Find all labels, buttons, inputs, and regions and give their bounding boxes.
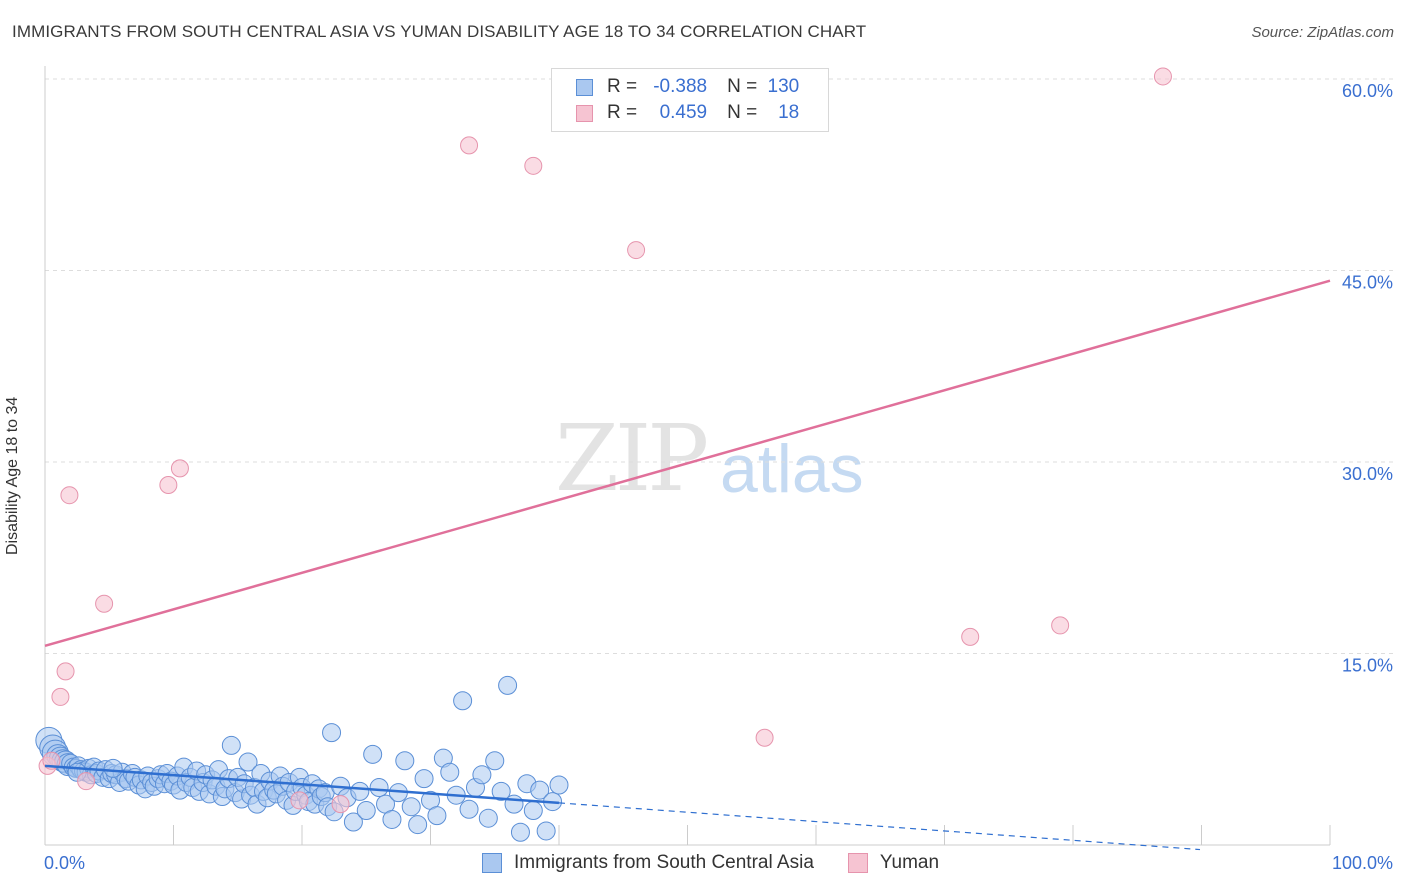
point-immigrants <box>238 752 258 772</box>
point-yuman <box>524 156 543 175</box>
point-yuman <box>170 459 189 478</box>
trend-lines <box>44 279 1331 851</box>
legend-n-value: 130 <box>767 76 800 97</box>
point-immigrants <box>485 751 505 771</box>
trend-line-immigrants-extension <box>558 802 1201 851</box>
point-immigrants <box>478 808 498 828</box>
tick-labels: 15.0% 30.0% 45.0% 60.0% 0.0% 100.0% <box>44 81 1393 873</box>
point-immigrants <box>491 781 511 801</box>
point-immigrants <box>322 723 342 743</box>
series-legend: Immigrants from South Central Asia Yuman <box>482 852 939 874</box>
x-tick-label-min: 0.0% <box>44 853 85 873</box>
legend-label-yuman: Yuman <box>879 852 940 873</box>
point-immigrants <box>453 691 473 711</box>
point-yuman <box>51 687 70 706</box>
point-yuman <box>961 627 980 646</box>
point-immigrants <box>395 751 415 771</box>
legend-label-immigrants: Immigrants from South Central Asia <box>514 852 814 873</box>
point-immigrants <box>414 769 434 789</box>
point-yuman <box>60 486 79 505</box>
series-yuman-points <box>38 67 1172 814</box>
point-immigrants <box>369 778 389 798</box>
chart-title: IMMIGRANTS FROM SOUTH CENTRAL ASIA VS YU… <box>12 22 867 41</box>
point-yuman <box>290 791 309 810</box>
point-immigrants <box>472 765 492 785</box>
y-tick-label: 60.0% <box>1342 81 1393 101</box>
point-immigrants <box>343 812 363 832</box>
point-immigrants <box>408 815 428 835</box>
legend-r-value: 0.459 <box>659 102 708 123</box>
point-immigrants <box>401 797 421 817</box>
legend-row-yuman: R = 0.459 N = 18 <box>576 101 799 125</box>
legend-n-value: 18 <box>778 102 800 123</box>
watermark-atlas: atlas <box>720 431 864 507</box>
point-immigrants <box>221 735 241 755</box>
correlation-legend: R = -0.388 N = 130 R = 0.459 N = 18 <box>551 68 829 132</box>
trend-line-yuman <box>44 279 1331 648</box>
legend-n-label: N = <box>727 76 758 97</box>
axes <box>44 66 1331 846</box>
point-yuman <box>95 594 114 613</box>
point-immigrants <box>350 781 370 801</box>
x-tick-label-max: 100.0% <box>1332 853 1393 873</box>
point-immigrants <box>103 758 123 778</box>
point-immigrants <box>498 675 518 695</box>
legend-swatch-immigrants <box>482 853 502 873</box>
grid-lines <box>45 78 1395 654</box>
point-immigrants <box>530 780 550 800</box>
source-label: Source: ZipAtlas.com <box>1251 24 1394 41</box>
point-immigrants <box>459 799 479 819</box>
point-immigrants <box>363 744 383 764</box>
point-immigrants <box>356 801 376 821</box>
y-axis-label: Disability Age 18 to 34 <box>4 396 21 555</box>
y-tick-label: 45.0% <box>1342 273 1393 293</box>
point-yuman <box>627 241 646 260</box>
point-immigrants <box>382 809 402 829</box>
y-tick-label: 30.0% <box>1342 464 1393 484</box>
point-yuman <box>331 795 350 814</box>
legend-swatch-blue <box>576 78 593 96</box>
point-yuman <box>460 136 479 155</box>
point-yuman <box>56 662 75 681</box>
legend-n-label: N = <box>727 102 758 123</box>
legend-r-label: R = <box>607 102 638 123</box>
point-immigrants <box>427 806 447 826</box>
trend-line-immigrants <box>44 764 560 805</box>
legend-swatch-yuman <box>847 853 868 873</box>
series-immigrants-points <box>35 675 569 842</box>
point-yuman <box>77 772 96 791</box>
point-yuman <box>1051 616 1070 635</box>
point-immigrants <box>510 822 530 842</box>
legend-r-value: -0.388 <box>653 76 708 97</box>
point-yuman <box>1153 67 1172 86</box>
point-yuman <box>159 475 178 494</box>
point-immigrants <box>549 775 569 795</box>
legend-row-immigrants: R = -0.388 N = 130 <box>576 75 799 99</box>
legend-swatch-pink <box>576 104 593 122</box>
point-immigrants <box>523 801 543 821</box>
point-immigrants <box>440 762 460 782</box>
point-immigrants <box>504 794 524 814</box>
y-tick-label: 15.0% <box>1342 656 1393 676</box>
legend-r-label: R = <box>607 76 638 97</box>
point-yuman <box>755 728 774 747</box>
point-immigrants <box>536 821 556 841</box>
